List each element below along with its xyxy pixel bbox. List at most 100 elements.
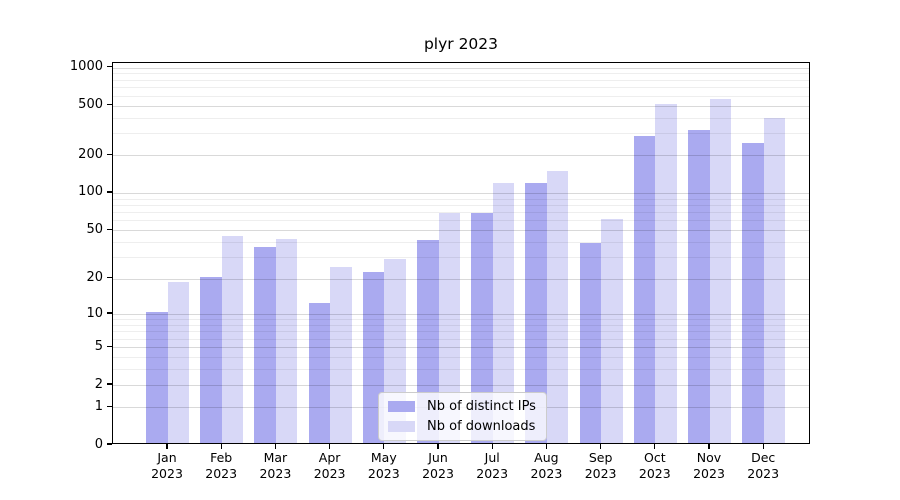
y-gridline-minor xyxy=(113,242,809,244)
y-gridline-minor xyxy=(113,212,809,214)
y-gridline-major xyxy=(113,155,809,157)
y-gridline-minor xyxy=(113,79,809,81)
bar-distinct-ips xyxy=(471,213,493,443)
x-tick-label: Nov 2023 xyxy=(693,450,725,481)
y-gridline-minor xyxy=(113,73,809,75)
y-tick-label: 200 xyxy=(78,146,103,162)
x-tick-label: Jan 2023 xyxy=(151,450,183,481)
x-tick-mark xyxy=(600,444,602,449)
bar-downloads xyxy=(601,219,623,443)
y-tick-label: 10 xyxy=(86,305,103,321)
bar-distinct-ips xyxy=(146,312,168,443)
legend-item-downloads: Nb of downloads xyxy=(388,418,536,435)
chart-title: plyr 2023 xyxy=(423,35,499,53)
y-tick-label: 500 xyxy=(78,97,103,112)
y-gridline-major xyxy=(113,347,809,349)
y-tick-mark xyxy=(107,103,112,106)
x-tick-label: Feb 2023 xyxy=(205,450,238,481)
y-tick-mark xyxy=(107,153,112,156)
bar-downloads xyxy=(167,282,189,443)
legend-item-distinct-ips: Nb of distinct IPs xyxy=(388,398,536,415)
legend-swatch-downloads xyxy=(388,421,415,432)
y-tick-label: 100 xyxy=(78,184,103,200)
x-tick-mark xyxy=(491,444,493,449)
y-tick-label: 20 xyxy=(86,270,103,286)
y-gridline-major xyxy=(113,385,809,386)
y-tick-label: 50 xyxy=(86,221,103,237)
x-tick-mark xyxy=(166,444,168,449)
y-tick-mark xyxy=(107,277,112,279)
x-tick-label: May 2023 xyxy=(367,450,400,481)
bar-downloads xyxy=(655,103,677,443)
y-tick-mark xyxy=(107,345,112,347)
y-tick-label: 1 xyxy=(94,398,103,414)
bar-downloads xyxy=(492,183,515,443)
x-tick-mark xyxy=(545,444,548,449)
y-tick-mark xyxy=(107,66,112,68)
x-tick-mark xyxy=(220,444,222,449)
bar-distinct-ips xyxy=(308,302,331,443)
y-gridline-major xyxy=(113,314,809,316)
x-tick-label: Dec 2023 xyxy=(747,450,780,481)
y-gridline-minor xyxy=(113,87,809,89)
x-tick-mark xyxy=(762,444,764,449)
bar-downloads xyxy=(438,213,460,443)
bar-downloads xyxy=(275,238,298,443)
legend-swatch-distinct-ips xyxy=(388,401,415,412)
x-tick-label: Sep 2023 xyxy=(584,450,617,481)
y-gridline-minor xyxy=(113,95,809,97)
x-tick-mark xyxy=(383,444,385,449)
y-tick-label: 0 xyxy=(94,436,103,452)
bar-distinct-ips xyxy=(742,143,764,443)
legend-label-distinct-ips: Nb of distinct IPs xyxy=(427,399,536,414)
y-tick-mark xyxy=(107,312,112,314)
y-gridline-minor xyxy=(113,369,809,371)
y-gridline-major xyxy=(113,105,809,107)
y-gridline-major xyxy=(113,278,809,280)
y-tick-mark xyxy=(107,405,112,407)
bar-distinct-ips xyxy=(525,183,547,443)
x-tick-label: Oct 2023 xyxy=(638,450,671,481)
y-gridline-minor xyxy=(113,205,809,206)
y-gridline-minor xyxy=(113,338,809,340)
y-gridline-minor xyxy=(113,319,809,321)
y-gridline-minor xyxy=(113,325,809,326)
x-tick-label: Jul 2023 xyxy=(476,450,509,481)
y-gridline-major xyxy=(113,192,809,194)
y-gridline-minor xyxy=(113,133,809,135)
bar-downloads xyxy=(709,99,731,443)
y-gridline-minor xyxy=(113,357,809,359)
y-tick-mark xyxy=(107,191,112,193)
x-tick-label: Apr 2023 xyxy=(313,450,346,481)
bar-distinct-ips xyxy=(200,276,222,443)
y-gridline-minor xyxy=(113,220,809,222)
bar-downloads xyxy=(330,267,352,443)
legend-label-downloads: Nb of downloads xyxy=(427,419,536,434)
x-tick-mark xyxy=(329,444,331,449)
y-tick-label: 5 xyxy=(94,338,103,354)
bar-distinct-ips xyxy=(254,247,276,443)
y-tick-mark xyxy=(107,383,112,385)
y-gridline-minor xyxy=(113,331,809,333)
bar-downloads xyxy=(546,170,569,443)
y-gridline-minor xyxy=(113,117,809,119)
y-gridline-minor xyxy=(113,198,809,200)
y-gridline-minor xyxy=(113,257,809,259)
bar-distinct-ips xyxy=(633,135,656,443)
y-tick-label: 1000 xyxy=(69,59,103,75)
x-tick-mark xyxy=(654,444,656,449)
y-tick-label: 2 xyxy=(94,376,103,392)
x-tick-label: Aug 2023 xyxy=(530,450,563,481)
bar-downloads xyxy=(221,236,244,443)
y-tick-mark xyxy=(107,228,112,230)
y-gridline-major xyxy=(113,67,809,69)
y-gridline-major xyxy=(113,230,809,232)
plot-area xyxy=(112,62,810,444)
legend: Nb of distinct IPs Nb of downloads xyxy=(378,392,547,441)
x-tick-label: Jun 2023 xyxy=(422,450,454,481)
bar-distinct-ips xyxy=(579,242,602,443)
bar-distinct-ips xyxy=(688,130,710,443)
x-tick-mark xyxy=(274,444,277,449)
x-tick-mark xyxy=(708,444,710,449)
